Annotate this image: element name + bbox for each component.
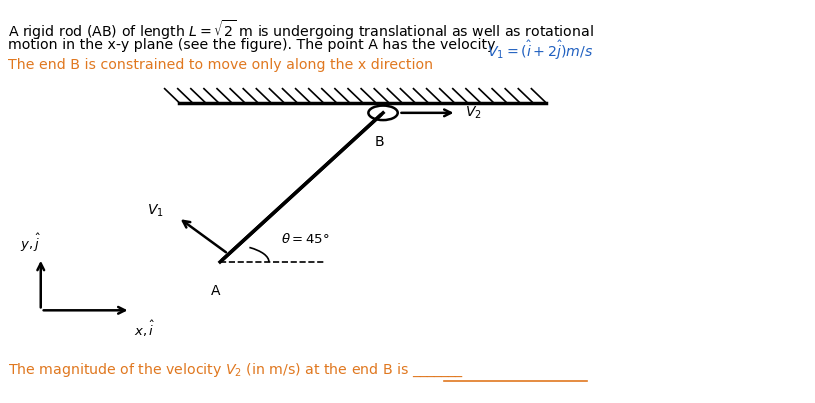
Text: The end B is constrained to move only along the x direction: The end B is constrained to move only al… xyxy=(8,58,434,73)
Text: $x, \hat{i}$: $x, \hat{i}$ xyxy=(134,318,156,339)
Text: A rigid rod (AB) of length $L = \sqrt{2}$ m is undergoing translational as well : A rigid rod (AB) of length $L = \sqrt{2}… xyxy=(8,18,594,42)
Text: $\theta = 45°$: $\theta = 45°$ xyxy=(281,232,330,246)
Text: B: B xyxy=(374,135,384,149)
Text: $V_2$: $V_2$ xyxy=(465,105,482,121)
Text: A: A xyxy=(211,284,221,298)
Text: motion in the x-y plane (see the figure). The point A has the velocity: motion in the x-y plane (see the figure)… xyxy=(8,38,500,52)
Text: $V_1$: $V_1$ xyxy=(147,203,164,220)
Text: The magnitude of the velocity $V_2$ (in m/s) at the end B is _______: The magnitude of the velocity $V_2$ (in … xyxy=(8,361,464,379)
Text: $V_1 = (\hat{i} + 2\hat{j})m/s$: $V_1 = (\hat{i} + 2\hat{j})m/s$ xyxy=(487,38,594,62)
Text: $y, \hat{j}$: $y, \hat{j}$ xyxy=(20,232,42,254)
